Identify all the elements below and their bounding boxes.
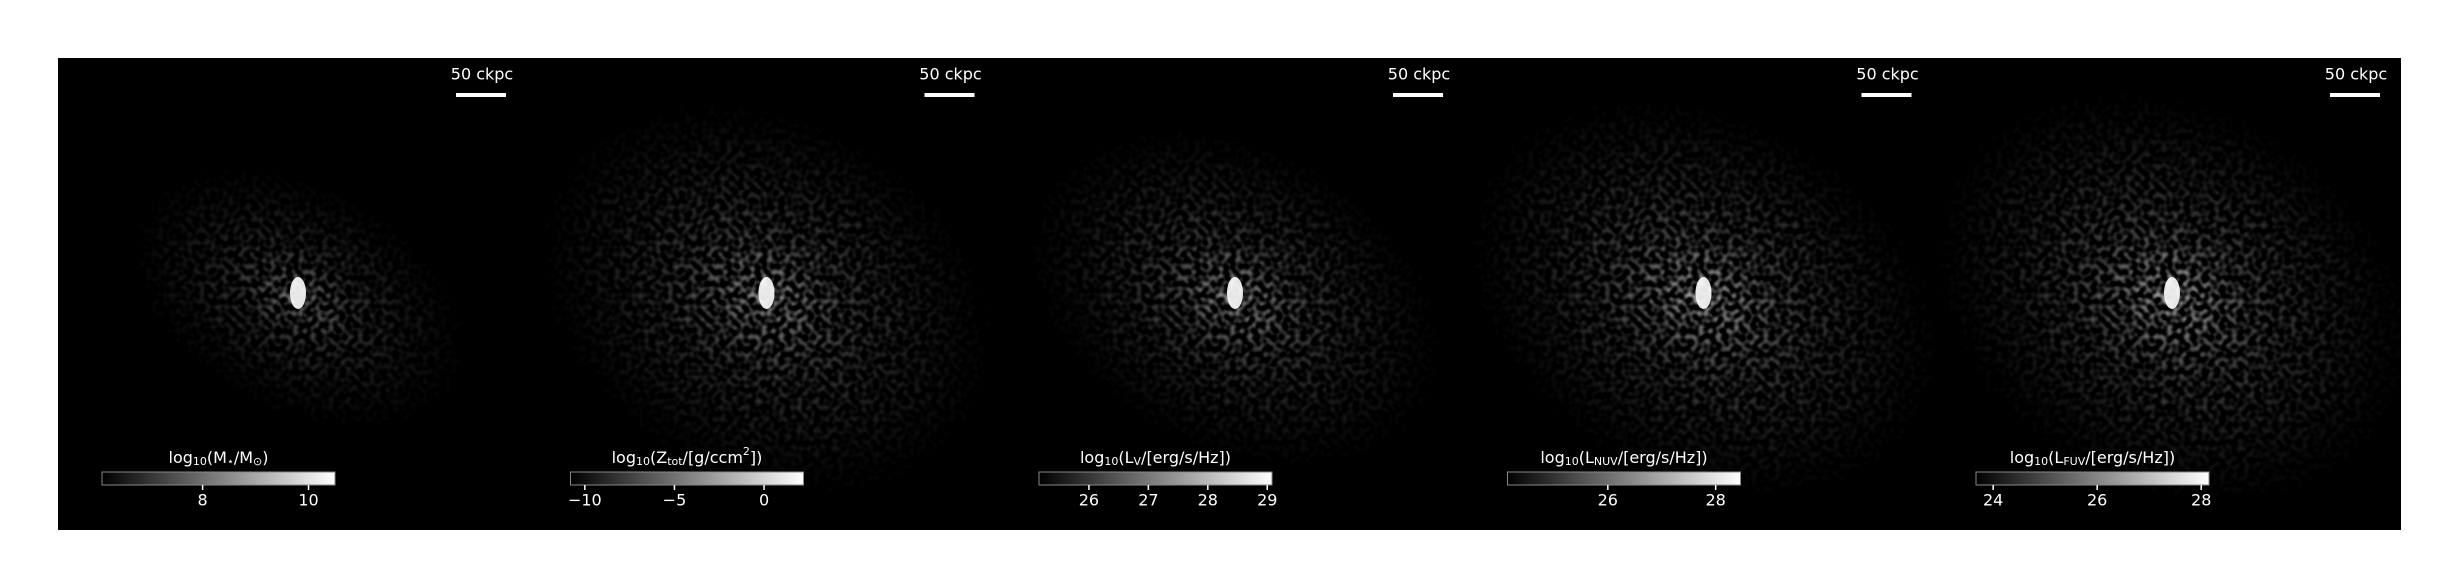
galaxy-core [758, 277, 775, 309]
colorbar [1975, 471, 2210, 486]
scale-label: 50 ckpc [919, 65, 981, 84]
colorbar-label: log10(LV/[erg/s/Hz]) [1080, 448, 1231, 469]
label-part: (L [1579, 448, 1594, 467]
scale-label: 50 ckpc [451, 65, 513, 84]
colorbar-tick-label: −10 [568, 491, 602, 510]
label-part: /[erg/s/Hz]) [1618, 448, 1708, 467]
label-part: 10 [1565, 455, 1579, 468]
label-part: NUV [1594, 455, 1618, 468]
label-part: /[erg/s/Hz]) [2085, 448, 2175, 467]
label-part: 10 [193, 455, 207, 468]
panel: 50 ckpc log10(Ztot/[g/ccm2]) −10 −5 0 [526, 58, 996, 530]
colorbar-tick-label: 26 [2087, 491, 2107, 510]
colorbar-tick-label: 28 [1198, 491, 1218, 510]
label-part: log [169, 448, 193, 467]
scale-label: 50 ckpc [2325, 65, 2387, 84]
label-part: log [1080, 448, 1104, 467]
colorbar-label: log10(LFUV/[erg/s/Hz]) [2010, 448, 2175, 469]
galaxy-image [1018, 120, 1452, 476]
colorbar [101, 471, 336, 486]
label-part: ]) [750, 448, 762, 467]
colorbar-tick-label: 28 [1706, 491, 1726, 510]
label-part: ⋆ [227, 455, 234, 468]
label-part: 10 [1104, 455, 1118, 468]
colorbar-tick-label: −5 [663, 491, 687, 510]
galaxy-image [528, 93, 995, 503]
scale-label: 50 ckpc [1856, 65, 1918, 84]
label-part: (L [1118, 448, 1133, 467]
colorbar-tick-label: 27 [1138, 491, 1158, 510]
label-part: log [2010, 448, 2034, 467]
label-part: 2 [743, 445, 750, 458]
label-part: FUV [2063, 455, 2085, 468]
colorbar-tick-label: 29 [1257, 491, 1277, 510]
label-part: /[g/ccm [683, 448, 743, 467]
colorbar [570, 471, 804, 486]
colorbar-tick-label: 8 [198, 491, 208, 510]
colorbar-label: log10(M⋆/M⊙) [169, 448, 269, 469]
label-part: tot [667, 455, 683, 468]
galaxy-core [2164, 277, 2180, 309]
colorbar-tick-label: 10 [298, 491, 318, 510]
colorbar-tick-label: 28 [2191, 491, 2211, 510]
label-part: (L [2048, 448, 2063, 467]
colorbar-tick-label: 24 [1983, 491, 2003, 510]
label-part: ⊙ [253, 455, 262, 468]
label-part: /[erg/s/Hz]) [1141, 448, 1231, 467]
label-part: 10 [636, 455, 650, 468]
colorbar-tick-label: 26 [1598, 491, 1618, 510]
colorbar [1038, 471, 1273, 486]
scale-label: 50 ckpc [1388, 65, 1450, 84]
label-part: /M [234, 448, 253, 467]
label-part: (M [207, 448, 227, 467]
label-part: log [1540, 448, 1564, 467]
colorbar-tick-label: 0 [759, 491, 769, 510]
galaxy-image [121, 159, 475, 437]
galaxy-core [1227, 277, 1243, 309]
colorbar-label: log10(LNUV/[erg/s/Hz]) [1540, 448, 1707, 469]
colorbar-tick-label: 26 [1079, 491, 1099, 510]
galaxy-core [290, 277, 306, 309]
label-part: 10 [2034, 455, 2048, 468]
galaxy-image [1463, 90, 1932, 506]
panel: 50 ckpc log10(LV/[erg/s/Hz]) 26 27 28 29 [995, 58, 1464, 530]
panel: 50 ckpc log10(LFUV/[erg/s/Hz]) 24 26 28 [1932, 58, 2401, 530]
panel: 50 ckpc log10(LNUV/[erg/s/Hz]) 26 28 [1463, 58, 1933, 530]
label-part: ) [262, 448, 268, 467]
label-part: log [612, 448, 636, 467]
galaxy-core [1695, 277, 1712, 309]
colorbar-label: log10(Ztot/[g/ccm2]) [612, 445, 763, 468]
label-part: V [1134, 455, 1142, 468]
colorbar [1507, 471, 1741, 486]
galaxy-image [1932, 83, 2401, 513]
label-part: (Z [650, 448, 667, 467]
